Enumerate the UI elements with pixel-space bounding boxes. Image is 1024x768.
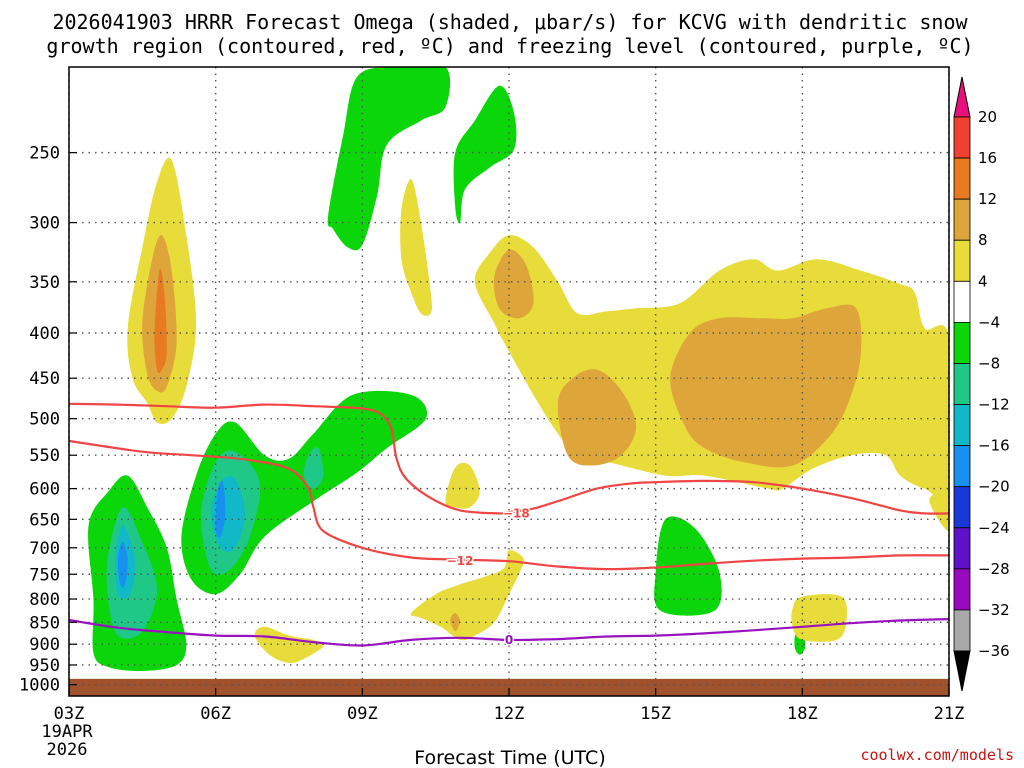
contour-label-0: −18 [503,506,530,520]
omega-region-19-level-8 [557,369,637,466]
chart-title-line2: growth region (contoured, red, ºC) and f… [46,34,973,58]
x-tick-label-03Z: 03Z [54,704,85,724]
x-tick-label-18Z: 18Z [787,704,818,724]
y-tick-label-450: 450 [29,369,60,389]
colorbar-label-8: −16 [978,437,1010,455]
x-tick-label-15Z: 15Z [640,704,671,724]
y-tick-label-300: 300 [29,214,60,234]
omega-region-3-level--16 [117,542,128,588]
y-tick-label-1000: 1000 [19,676,60,696]
colorbar-label-9: −20 [978,478,1010,496]
ground-below-surface [69,678,949,696]
colorbar-bin-12 [953,609,971,652]
colorbar-label-11: −28 [978,560,1010,578]
dgz-minus-12-line [69,439,949,571]
y-tick-label-650: 650 [29,510,60,530]
y-tick-label-250: 250 [29,144,60,164]
x-axis-ticks: 03Z 06Z 09Z 12Z 15Z 18Z 21Z [54,688,965,724]
y-tick-label-500: 500 [29,410,60,430]
colorbar: 20 16 12 8 4 −4 −8 −12 −16 −20 −24 −28 −32 −36 [953,76,1010,692]
colorbar-bin-6 [953,363,971,405]
x-tick-label-06Z: 06Z [200,704,231,724]
omega-region-8-level--8 [303,447,324,489]
colorbar-bin-8 [953,445,971,488]
y-tick-label-700: 700 [29,539,60,559]
colorbar-label-0: 20 [978,108,997,126]
colorbar-label-6: −8 [978,354,1000,372]
colorbar-bin-4 [953,280,971,323]
y-tick-label-350: 350 [29,273,60,293]
y-tick-label-400: 400 [29,324,60,344]
contour-label-2: 0 [505,633,513,647]
freezing-level-0-line [69,618,949,647]
colorbar-bin-10 [953,527,971,570]
credit-text: coolwx.com/models [860,746,1014,764]
contour-label-1: −12 [447,554,474,568]
omega-region-10-level--4 [453,85,517,224]
x-tick-label-09Z: 09Z [347,704,378,724]
colorbar-bin-9 [953,486,971,529]
y-tick-label-550: 550 [29,446,60,466]
colorbar-label-12: −32 [978,601,1010,619]
colorbar-bin-7 [953,404,971,447]
x-axis-label: Forecast Time (UTC) [414,747,605,768]
omega-region-16-level-4 [400,179,432,316]
colorbar-label-3: 8 [978,231,988,249]
omega-region-25-level-4 [254,626,324,664]
omega-region-15-level-12 [154,268,167,374]
omega-region-18-level-8 [493,249,534,319]
colorbar-bin-0 [953,116,971,159]
y-tick-label-750: 750 [29,565,60,585]
y-axis-ticks: 2503003504004505005506006507007508008509… [19,144,77,696]
colorbar-label-10: −24 [978,519,1010,537]
omega-region-21-level-4 [929,484,949,532]
contour-lines [69,402,949,647]
x-tick-label-21Z: 21Z [934,704,965,724]
omega-region-9-level--4 [327,67,451,251]
colorbar-label-7: −12 [978,396,1010,414]
omega-region-7-level--16 [215,480,226,538]
colorbar-label-1: 16 [978,149,997,167]
colorbar-label-4: 4 [978,272,988,290]
dgz-minus-18-line [69,402,949,515]
colorbar-label-5: −4 [978,313,1000,331]
colorbar-bin-2 [953,198,971,241]
colorbar-bin-11 [953,568,971,611]
contour-labels: −18 −12 0 [445,505,531,649]
omega-region-20-level-8 [670,304,862,468]
colorbar-bin-3 [953,239,971,282]
colorbar-bin-5 [953,321,971,364]
chart-title-line1: 2026041903 HRRR Forecast Omega (shaded, … [52,10,968,34]
x-date-line2: 2026 [47,740,88,760]
x-tick-label-12Z: 12Z [494,704,525,724]
y-tick-label-900: 900 [29,635,60,655]
omega-region-22-level-4 [445,462,480,509]
colorbar-cap-bottom [953,650,971,692]
colorbar-bin-1 [953,157,971,200]
omega-region-23-level-4 [410,550,525,641]
y-tick-label-600: 600 [29,480,60,500]
x-date-line1: 19APR [41,722,93,742]
y-tick-label-950: 950 [29,656,60,676]
colorbar-label-2: 12 [978,190,997,208]
y-tick-label-800: 800 [29,590,60,610]
colorbar-label-13: −36 [978,642,1010,660]
colorbar-cap-top [953,76,971,118]
omega-region-24-level-8 [450,613,461,632]
omega-region-26-level-4 [791,594,848,642]
omega-shading [69,67,949,696]
y-tick-label-850: 850 [29,613,60,633]
